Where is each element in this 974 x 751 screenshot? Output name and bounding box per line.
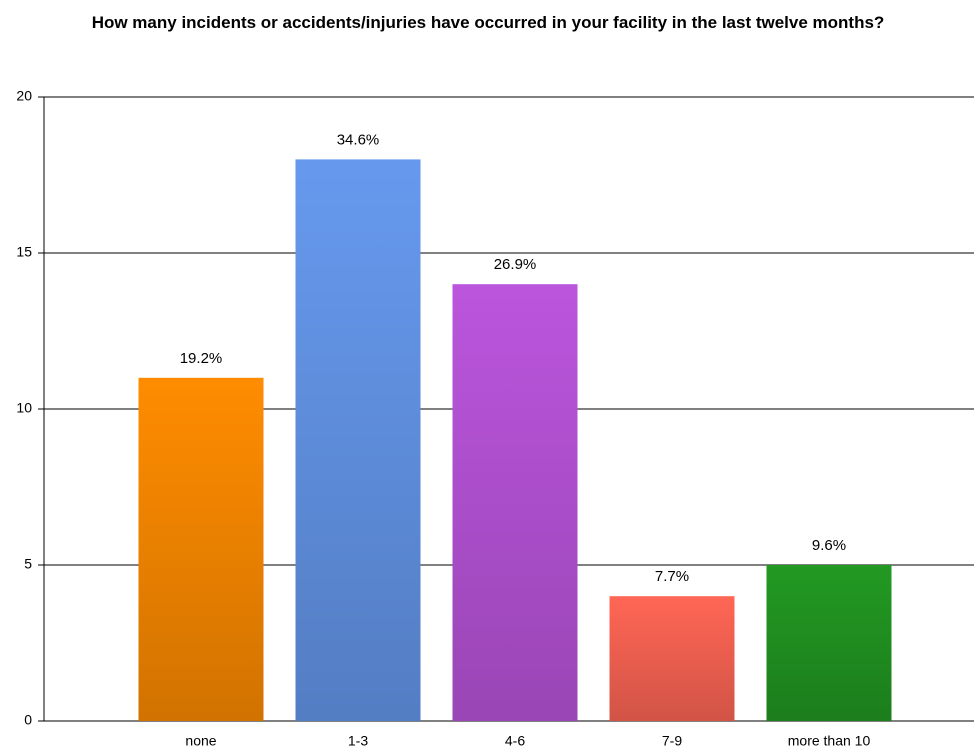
- y-tick-label: 5: [24, 556, 32, 572]
- data-label: 19.2%: [180, 350, 223, 367]
- y-tick-label: 15: [16, 244, 32, 260]
- bar-shade: [766, 565, 892, 721]
- chart-title: How many incidents or accidents/injuries…: [91, 13, 885, 32]
- x-tick-label: 4-6: [505, 733, 525, 749]
- bar-shade: [295, 159, 421, 721]
- x-tick-label: none: [185, 733, 216, 749]
- y-tick-label: 10: [16, 400, 32, 416]
- x-tick-label: more than 10: [788, 733, 871, 749]
- bar-shade: [138, 377, 264, 721]
- bar-shade: [609, 596, 735, 721]
- data-label: 34.6%: [337, 131, 380, 148]
- data-label: 7.7%: [655, 568, 689, 585]
- y-tick-label: 0: [24, 712, 32, 728]
- bar-shade: [452, 284, 578, 721]
- data-label: 26.9%: [494, 256, 537, 273]
- x-tick-label: 7-9: [662, 733, 682, 749]
- y-tick-label: 20: [16, 88, 32, 104]
- data-label: 9.6%: [812, 537, 846, 554]
- x-tick-label: 1-3: [348, 733, 368, 749]
